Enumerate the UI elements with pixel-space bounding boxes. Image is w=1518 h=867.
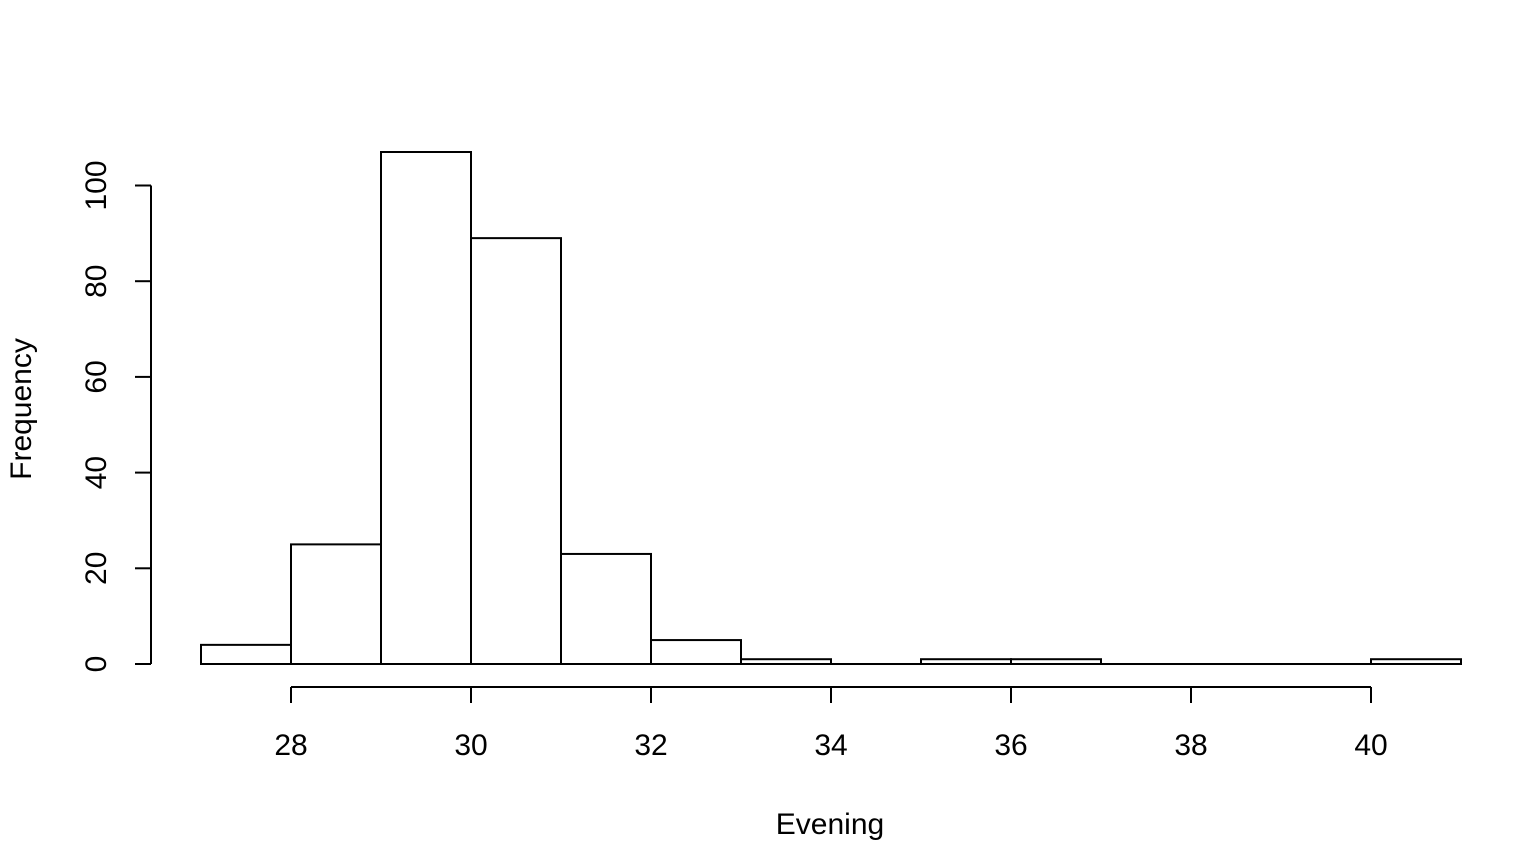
histogram-bars [200, 151, 1462, 666]
y-tick-label: 40 [80, 456, 113, 489]
x-axis-label: Evening [776, 808, 884, 841]
histogram-bar [1010, 658, 1102, 666]
histogram-bar [1370, 658, 1462, 666]
x-tick-label: 38 [1174, 729, 1207, 762]
histogram-bar [290, 543, 382, 665]
x-tick-label: 28 [274, 729, 307, 762]
histogram-bar [560, 552, 652, 666]
y-axis-label: Frequency [5, 338, 38, 480]
x-tick-label: 30 [454, 729, 487, 762]
x-tick-label: 36 [994, 729, 1027, 762]
histogram-bar [470, 237, 562, 665]
histogram-bar [740, 658, 832, 666]
x-tick-label: 32 [634, 729, 667, 762]
y-tick-label: 80 [80, 265, 113, 298]
x-tick-label: 40 [1354, 729, 1387, 762]
histogram-bar [650, 639, 742, 666]
histogram-bar [200, 643, 292, 665]
y-axis: 0 20 40 60 80 100 [80, 160, 152, 673]
histogram-bar [380, 151, 472, 665]
x-axis: 28 30 32 34 36 38 40 [274, 686, 1388, 762]
x-tick-label: 34 [814, 729, 847, 762]
histogram-bar [920, 658, 1012, 666]
y-tick-label: 20 [80, 552, 113, 585]
y-tick-label: 0 [80, 656, 113, 673]
y-tick-label: 100 [80, 160, 113, 210]
y-tick-label: 60 [80, 360, 113, 393]
